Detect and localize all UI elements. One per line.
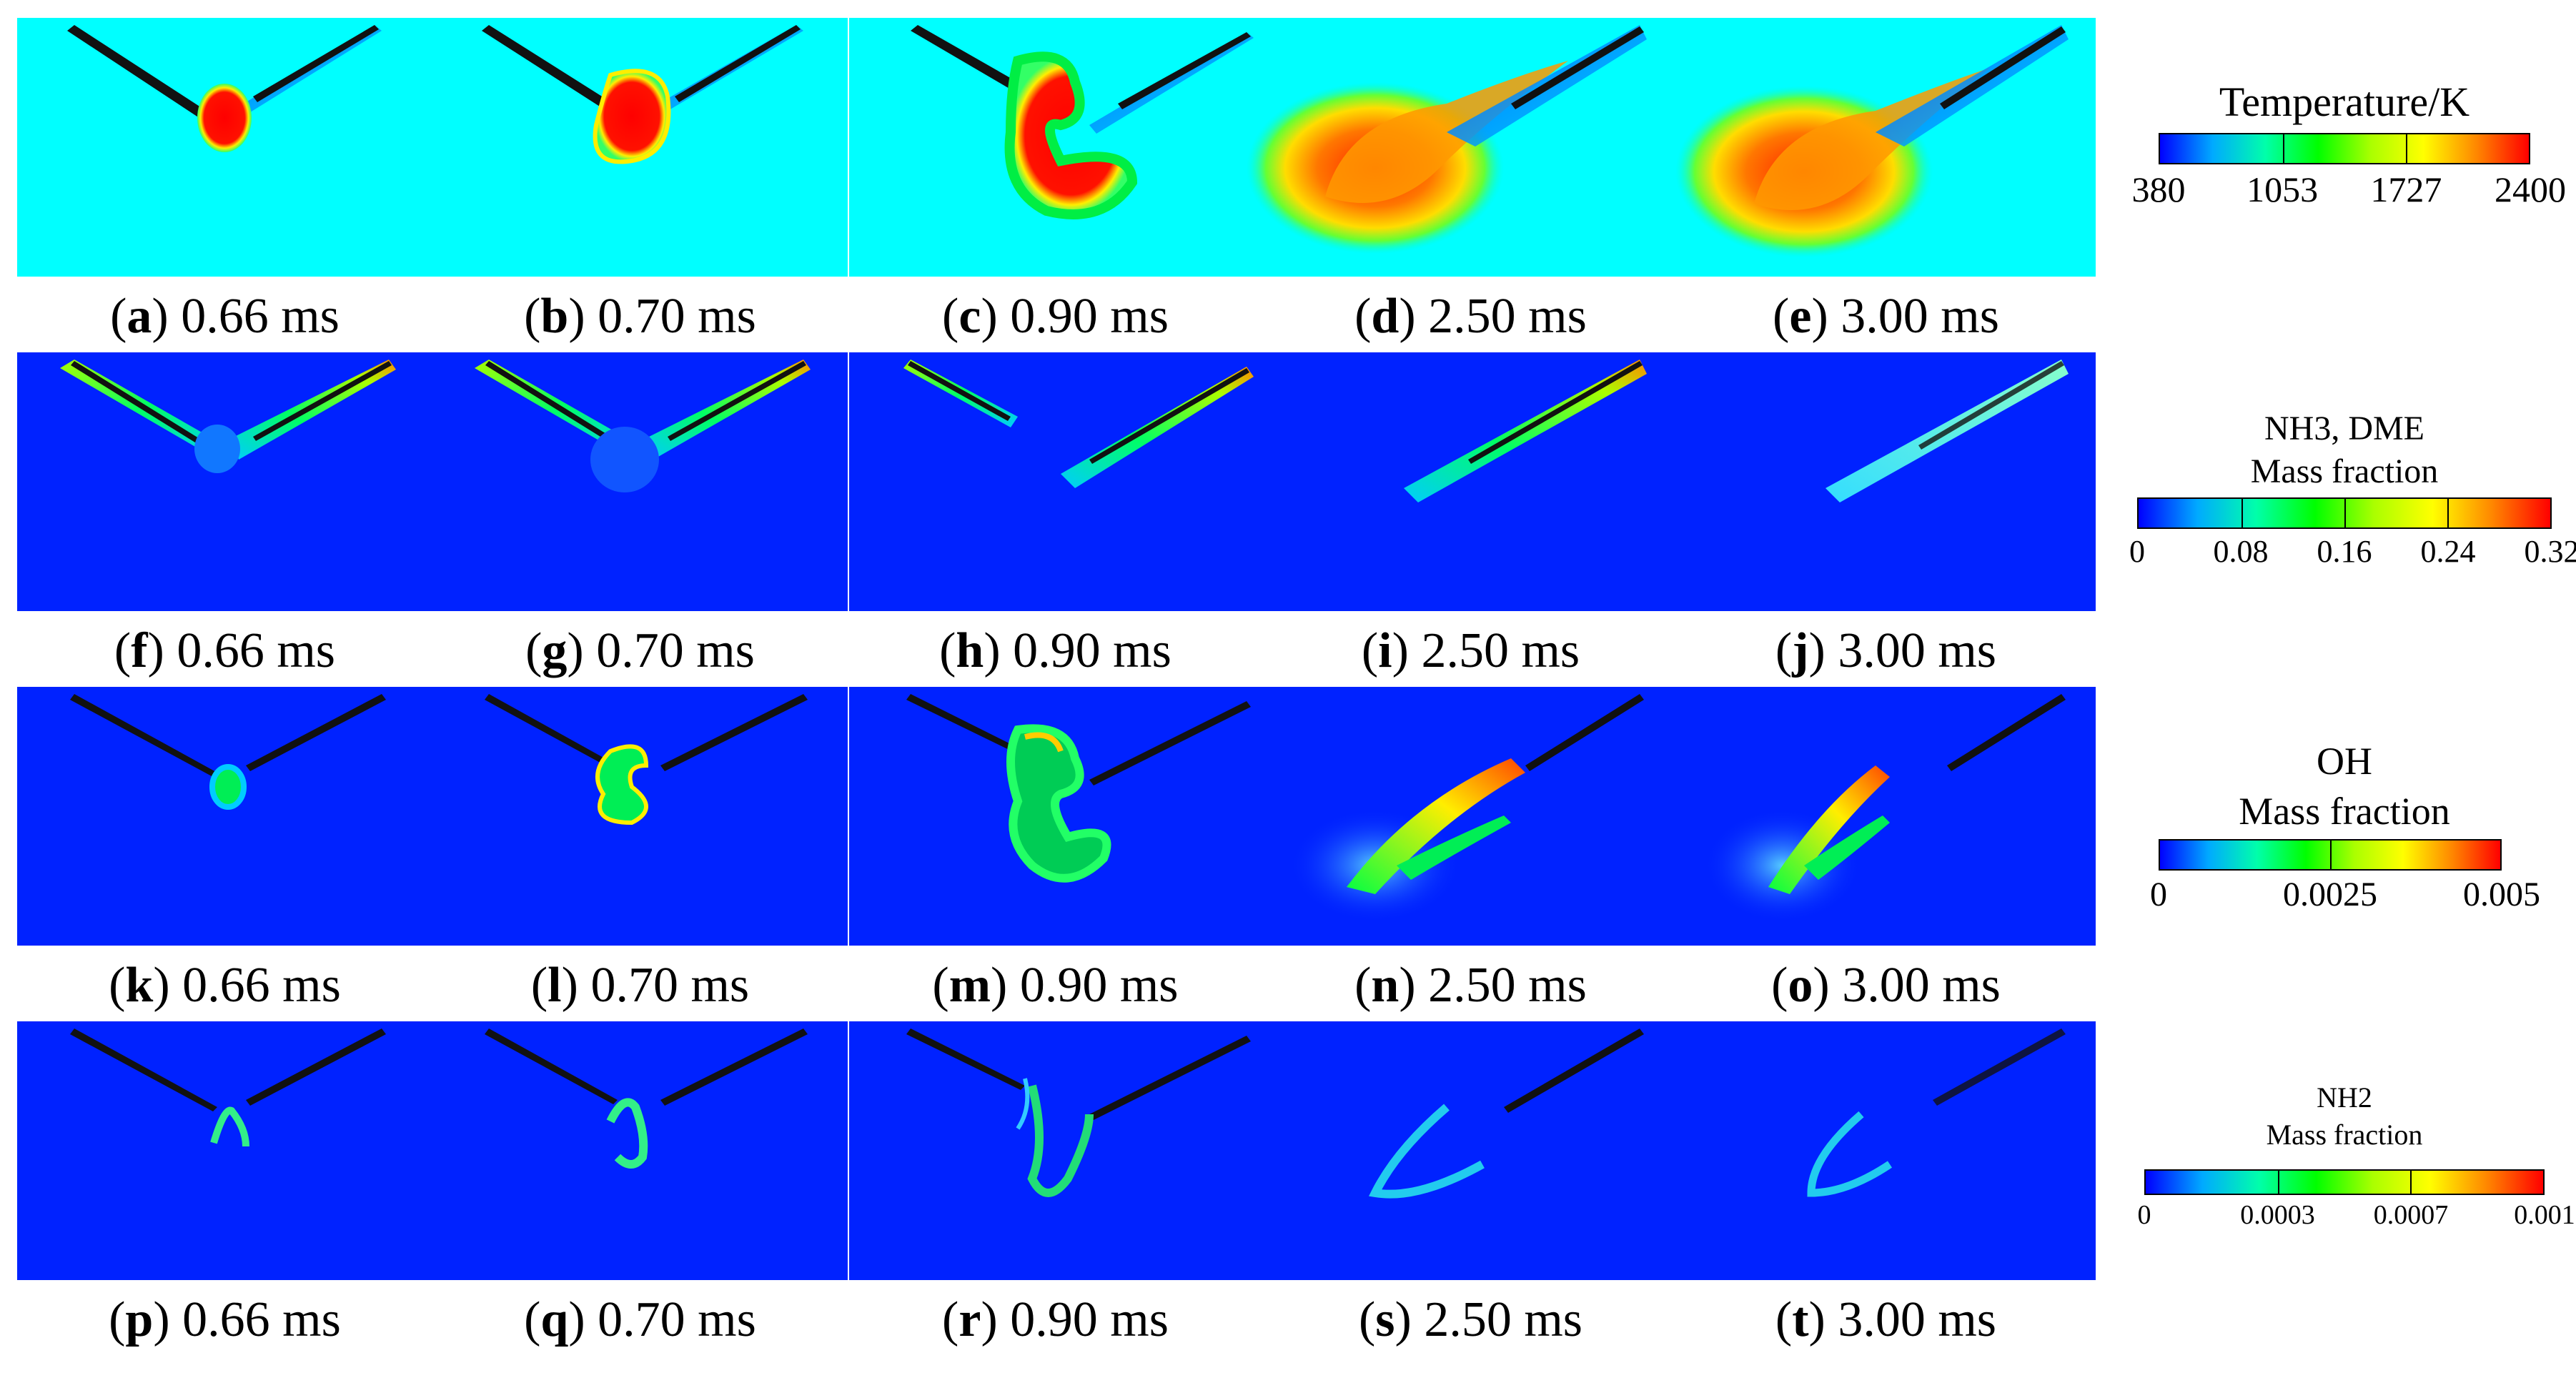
caption-g: (g) 0.70 ms xyxy=(525,623,755,678)
oh-caption-row: (k) 0.66 ms (l) 0.70 ms (m) 0.90 ms (n) … xyxy=(17,953,2096,1018)
fuel-colorbar xyxy=(2137,497,2552,529)
caption-o: (o) 3.00 ms xyxy=(1771,958,2001,1013)
caption-c: (c) 0.90 ms xyxy=(942,289,1169,344)
caption-a: (a) 0.66 ms xyxy=(110,289,340,344)
colorbar-tick xyxy=(2330,841,2332,869)
caption-f: (f) 0.66 ms xyxy=(114,623,336,678)
caption-l: (l) 0.70 ms xyxy=(530,958,750,1013)
legend-tick-label: 1727 xyxy=(2370,169,2442,209)
nh2-legend-labels: 0 0.0003 0.0007 0.001 xyxy=(2138,1199,2575,1242)
caption-e: (e) 3.00 ms xyxy=(1773,289,1999,344)
legend-tick-label: 380 xyxy=(2131,169,2186,209)
legend-tick-label: 0.08 xyxy=(2213,534,2269,569)
fuel-panel-row xyxy=(17,352,2096,611)
oh-panel-row xyxy=(17,687,2096,946)
fuel-legend-subtitle: Mass fraction xyxy=(2250,452,2439,490)
temperature-colorbar xyxy=(2159,133,2530,164)
temperature-legend-title: Temperature/K xyxy=(2219,79,2470,125)
caption-k: (k) 0.66 ms xyxy=(109,958,341,1013)
legend-tick-label: 0 xyxy=(2137,1200,2151,1230)
colorbar-tick xyxy=(2278,1171,2280,1194)
oh-legend-subtitle: Mass fraction xyxy=(2239,790,2450,833)
caption-b: (b) 0.70 ms xyxy=(524,289,756,344)
caption-n: (n) 2.50 ms xyxy=(1354,958,1587,1013)
caption-r: (r) 0.90 ms xyxy=(942,1292,1169,1347)
caption-p: (p) 0.66 ms xyxy=(109,1292,341,1347)
legend-tick-label: 0.0003 xyxy=(2240,1200,2315,1230)
caption-m: (m) 0.90 ms xyxy=(932,958,1179,1013)
temperature-panel-row xyxy=(17,18,2096,277)
legend-tick-label: 1053 xyxy=(2246,169,2319,209)
fuel-legend-title: NH3, DME Mass fraction xyxy=(2123,407,2566,493)
nh2-panel-row xyxy=(17,1021,2096,1280)
legend-tick-label: 0.0025 xyxy=(2283,876,2377,913)
colorbar-tick xyxy=(2447,499,2449,527)
nh2-legend-title-line: NH2 xyxy=(2317,1081,2372,1114)
legend-tick-label: 2400 xyxy=(2495,169,2566,209)
oh-legend-title: OH Mass fraction xyxy=(2123,736,2566,836)
fuel-caption-row: (f) 0.66 ms (g) 0.70 ms (h) 0.90 ms (i) … xyxy=(17,619,2096,683)
oh-contour-panels xyxy=(17,687,2096,946)
colorbar-tick xyxy=(2241,499,2243,527)
oh-legend-labels: 0 0.0025 0.005 xyxy=(2150,875,2540,918)
nh2-legend-title: NH2 Mass fraction xyxy=(2123,1079,2566,1154)
colorbar-tick xyxy=(2405,134,2407,163)
nh2-contour-panels xyxy=(17,1021,2096,1280)
legend-tick-label: 0 xyxy=(2129,534,2145,569)
temperature-caption-row: (a) 0.66 ms (b) 0.70 ms (c) 0.90 ms (d) … xyxy=(17,284,2096,349)
legend-tick-label: 0 xyxy=(2150,876,2167,913)
caption-j: (j) 3.00 ms xyxy=(1775,623,1997,678)
legend-tick-label: 0.16 xyxy=(2317,534,2372,569)
legend-tick-label: 0.32 xyxy=(2524,534,2576,569)
nh2-legend: NH2 Mass fraction 0 0.0003 0.0007 0.001 xyxy=(2123,1079,2575,1242)
oh-legend-title-line: OH xyxy=(2317,740,2372,783)
temperature-legend: Temperature/K 380 1053 1727 2400 xyxy=(2123,77,2567,212)
legend-tick-label: 0.001 xyxy=(2514,1200,2575,1230)
temperature-contour-panels xyxy=(17,18,2096,277)
oh-colorbar xyxy=(2159,839,2502,871)
nh2-colorbar xyxy=(2144,1169,2545,1195)
caption-q: (q) 0.70 ms xyxy=(524,1292,756,1347)
fuel-legend: NH3, DME Mass fraction 0 0.08 0.16 0.24 … xyxy=(2123,407,2576,576)
caption-i: (i) 2.50 ms xyxy=(1361,623,1580,678)
nh2-legend-subtitle: Mass fraction xyxy=(2266,1119,2423,1151)
fuel-contour-panels xyxy=(17,352,2096,611)
fuel-legend-title-line: NH3, DME xyxy=(2264,410,2424,447)
oh-legend: OH Mass fraction 0 0.0025 0.005 xyxy=(2123,736,2566,918)
legend-tick-label: 0.24 xyxy=(2420,534,2476,569)
legend-tick-label: 0.0007 xyxy=(2373,1200,2449,1230)
caption-d: (d) 2.50 ms xyxy=(1354,289,1587,344)
temperature-legend-labels: 380 1053 1727 2400 xyxy=(2132,169,2567,212)
legend-tick-label: 0.005 xyxy=(2463,876,2540,913)
nh2-caption-row: (p) 0.66 ms (q) 0.70 ms (r) 0.90 ms (s) … xyxy=(17,1288,2096,1352)
caption-h: (h) 0.90 ms xyxy=(939,623,1171,678)
colorbar-tick xyxy=(2344,499,2346,527)
fuel-legend-labels: 0 0.08 0.16 0.24 0.32 xyxy=(2129,533,2576,576)
caption-t: (t) 3.00 ms xyxy=(1775,1292,1997,1347)
caption-s: (s) 2.50 ms xyxy=(1358,1292,1583,1347)
colorbar-tick xyxy=(2410,1171,2412,1194)
colorbar-tick xyxy=(2282,134,2284,163)
